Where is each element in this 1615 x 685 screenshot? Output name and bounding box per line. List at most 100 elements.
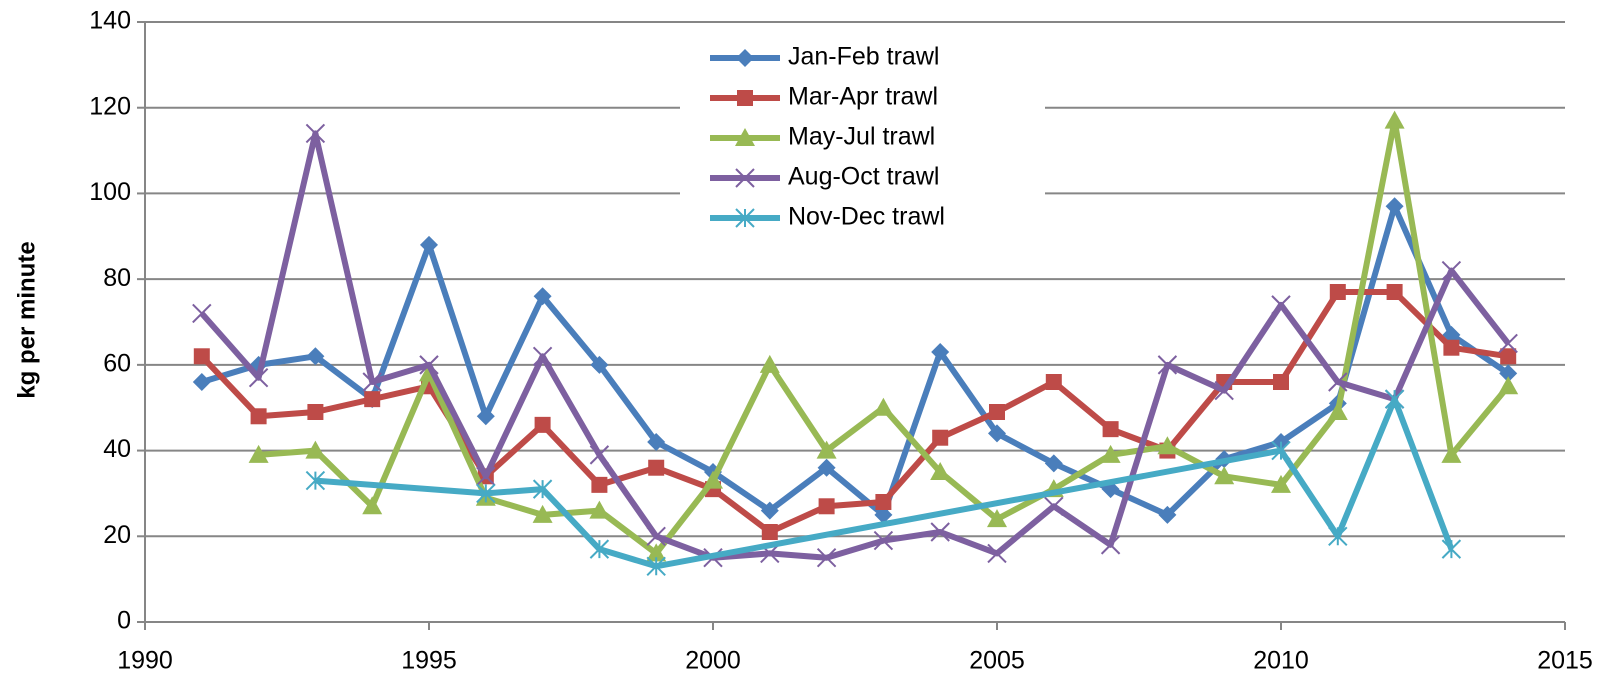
marker bbox=[735, 168, 755, 188]
marker bbox=[1498, 376, 1519, 395]
marker bbox=[816, 440, 837, 459]
marker bbox=[988, 424, 1006, 443]
y-tick-label: 140 bbox=[89, 7, 131, 35]
marker bbox=[1441, 260, 1462, 281]
y-tick-label: 80 bbox=[103, 264, 131, 292]
marker bbox=[1385, 197, 1404, 216]
legend-label: Jan-Feb trawl bbox=[788, 43, 939, 71]
marker bbox=[1441, 444, 1462, 463]
marker bbox=[476, 466, 496, 486]
marker bbox=[1329, 284, 1346, 300]
marker bbox=[735, 128, 755, 146]
x-tick-label: 2010 bbox=[1253, 647, 1309, 675]
legend-label: Mar-Apr trawl bbox=[788, 83, 938, 111]
marker bbox=[306, 347, 325, 366]
marker bbox=[1158, 505, 1177, 524]
marker bbox=[646, 556, 666, 576]
marker bbox=[192, 303, 212, 324]
marker bbox=[589, 539, 610, 559]
marker bbox=[761, 524, 778, 540]
marker bbox=[735, 208, 755, 228]
marker bbox=[250, 408, 267, 425]
marker bbox=[648, 459, 665, 476]
marker bbox=[193, 348, 210, 365]
marker bbox=[248, 368, 269, 388]
marker bbox=[1271, 440, 1291, 461]
marker bbox=[647, 433, 666, 451]
marker bbox=[590, 355, 609, 374]
marker bbox=[1384, 110, 1405, 129]
marker bbox=[987, 509, 1007, 528]
marker bbox=[532, 479, 553, 499]
marker bbox=[989, 404, 1005, 420]
marker bbox=[1214, 380, 1234, 401]
x-tick-label: 2015 bbox=[1537, 647, 1593, 675]
legend-label: Nov-Dec trawl bbox=[788, 203, 945, 231]
marker bbox=[1044, 454, 1063, 473]
marker bbox=[591, 476, 608, 493]
marker bbox=[760, 501, 779, 520]
marker bbox=[1328, 372, 1348, 392]
marker bbox=[362, 496, 383, 515]
y-tick-label: 120 bbox=[89, 92, 131, 120]
marker bbox=[307, 404, 324, 420]
marker bbox=[932, 429, 949, 446]
legend: Jan-Feb trawl Mar-Apr trawl May-Jul trawl A… bbox=[680, 28, 1045, 248]
marker bbox=[1273, 374, 1289, 390]
marker bbox=[930, 462, 951, 480]
y-tick-label: 100 bbox=[89, 178, 131, 206]
marker bbox=[1100, 444, 1121, 463]
marker bbox=[703, 470, 723, 489]
marker bbox=[1384, 389, 1405, 409]
series-line bbox=[200, 203, 1510, 518]
marker bbox=[533, 287, 552, 306]
marker bbox=[1443, 339, 1460, 356]
marker bbox=[1044, 496, 1064, 516]
marker bbox=[873, 397, 894, 416]
marker bbox=[759, 354, 780, 373]
marker bbox=[1271, 474, 1291, 493]
marker bbox=[1271, 295, 1291, 315]
x-tick-label: 2000 bbox=[685, 647, 741, 675]
marker bbox=[875, 494, 892, 510]
marker bbox=[1328, 526, 1348, 546]
marker bbox=[248, 444, 269, 463]
marker bbox=[364, 391, 381, 408]
marker bbox=[305, 470, 326, 491]
marker bbox=[1157, 355, 1178, 375]
marker bbox=[873, 530, 894, 551]
marker bbox=[192, 373, 211, 391]
marker bbox=[1157, 436, 1178, 455]
marker bbox=[818, 498, 835, 515]
marker bbox=[589, 500, 610, 519]
marker bbox=[1386, 284, 1403, 300]
marker bbox=[1500, 348, 1517, 365]
marker bbox=[736, 49, 754, 67]
y-tick-label: 60 bbox=[103, 349, 131, 377]
marker bbox=[987, 543, 1007, 564]
marker bbox=[874, 505, 893, 524]
x-tick-label: 1990 bbox=[117, 647, 173, 675]
marker bbox=[1498, 333, 1518, 354]
marker bbox=[420, 235, 438, 254]
marker bbox=[816, 548, 837, 568]
marker bbox=[476, 407, 495, 426]
marker bbox=[817, 458, 836, 477]
y-tick-label: 0 bbox=[117, 607, 131, 635]
marker bbox=[305, 123, 326, 144]
marker bbox=[1045, 374, 1062, 390]
marker bbox=[362, 372, 382, 392]
marker bbox=[419, 355, 439, 375]
y-tick-label: 40 bbox=[103, 435, 131, 463]
marker bbox=[931, 343, 950, 361]
marker bbox=[532, 346, 553, 366]
marker bbox=[1441, 539, 1462, 559]
marker bbox=[1327, 402, 1348, 420]
marker bbox=[737, 90, 753, 106]
y-tick-label: 20 bbox=[103, 521, 131, 549]
marker bbox=[589, 445, 610, 465]
x-tick-label: 1995 bbox=[401, 647, 457, 675]
y-axis-label: kg per minute bbox=[13, 241, 40, 398]
legend-label: Aug-Oct trawl bbox=[788, 163, 939, 191]
